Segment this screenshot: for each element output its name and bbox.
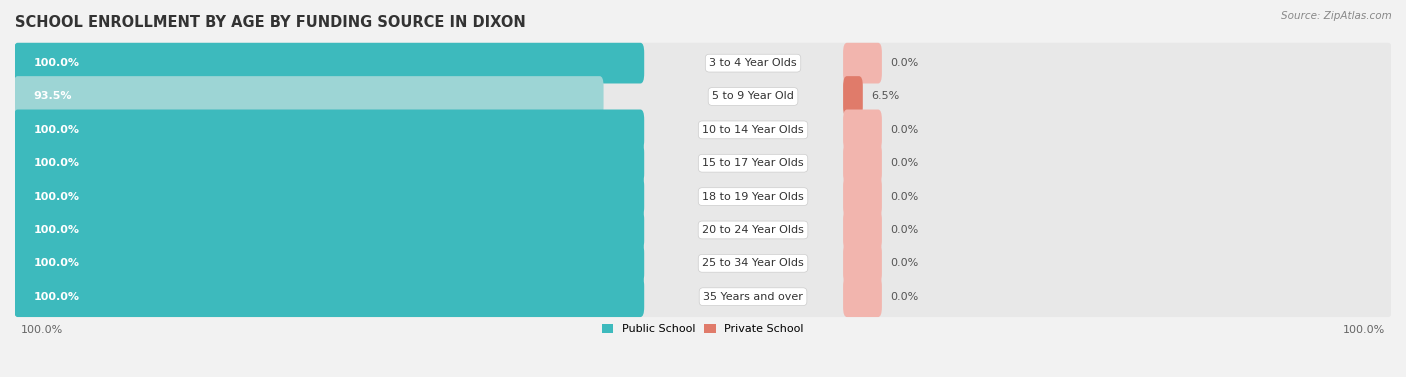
- FancyBboxPatch shape: [14, 143, 644, 184]
- Text: 20 to 24 Year Olds: 20 to 24 Year Olds: [702, 225, 804, 235]
- Text: 18 to 19 Year Olds: 18 to 19 Year Olds: [702, 192, 804, 202]
- Text: 0.0%: 0.0%: [890, 192, 920, 202]
- FancyBboxPatch shape: [14, 176, 644, 217]
- FancyBboxPatch shape: [14, 76, 1392, 117]
- Text: 10 to 14 Year Olds: 10 to 14 Year Olds: [702, 125, 804, 135]
- FancyBboxPatch shape: [14, 243, 644, 284]
- FancyBboxPatch shape: [14, 176, 1392, 217]
- Text: 100.0%: 100.0%: [34, 158, 80, 168]
- Text: 0.0%: 0.0%: [890, 58, 920, 68]
- Text: 100.0%: 100.0%: [34, 192, 80, 202]
- Text: 0.0%: 0.0%: [890, 225, 920, 235]
- Text: 100.0%: 100.0%: [34, 225, 80, 235]
- FancyBboxPatch shape: [844, 143, 882, 184]
- FancyBboxPatch shape: [844, 276, 882, 317]
- Text: 35 Years and over: 35 Years and over: [703, 292, 803, 302]
- FancyBboxPatch shape: [14, 276, 1392, 317]
- FancyBboxPatch shape: [844, 176, 882, 217]
- FancyBboxPatch shape: [14, 276, 644, 317]
- FancyBboxPatch shape: [844, 76, 863, 117]
- Text: 0.0%: 0.0%: [890, 125, 920, 135]
- FancyBboxPatch shape: [844, 43, 882, 83]
- Text: 100.0%: 100.0%: [1343, 325, 1385, 335]
- FancyBboxPatch shape: [14, 143, 1392, 184]
- Text: 100.0%: 100.0%: [34, 258, 80, 268]
- FancyBboxPatch shape: [14, 109, 1392, 150]
- Text: 3 to 4 Year Olds: 3 to 4 Year Olds: [709, 58, 797, 68]
- Text: 6.5%: 6.5%: [872, 92, 900, 101]
- FancyBboxPatch shape: [844, 210, 882, 250]
- FancyBboxPatch shape: [14, 43, 644, 83]
- Text: Source: ZipAtlas.com: Source: ZipAtlas.com: [1281, 11, 1392, 21]
- Text: 100.0%: 100.0%: [34, 292, 80, 302]
- FancyBboxPatch shape: [14, 210, 1392, 250]
- Text: 5 to 9 Year Old: 5 to 9 Year Old: [711, 92, 794, 101]
- FancyBboxPatch shape: [14, 109, 644, 150]
- Text: 93.5%: 93.5%: [34, 92, 72, 101]
- FancyBboxPatch shape: [14, 210, 644, 250]
- Legend: Public School, Private School: Public School, Private School: [598, 320, 808, 339]
- Text: 100.0%: 100.0%: [34, 58, 80, 68]
- FancyBboxPatch shape: [14, 43, 1392, 83]
- FancyBboxPatch shape: [844, 109, 882, 150]
- Text: 0.0%: 0.0%: [890, 292, 920, 302]
- Text: 25 to 34 Year Olds: 25 to 34 Year Olds: [702, 258, 804, 268]
- Text: 100.0%: 100.0%: [34, 125, 80, 135]
- Text: SCHOOL ENROLLMENT BY AGE BY FUNDING SOURCE IN DIXON: SCHOOL ENROLLMENT BY AGE BY FUNDING SOUR…: [15, 15, 526, 30]
- Text: 0.0%: 0.0%: [890, 158, 920, 168]
- Text: 15 to 17 Year Olds: 15 to 17 Year Olds: [702, 158, 804, 168]
- FancyBboxPatch shape: [844, 243, 882, 284]
- FancyBboxPatch shape: [14, 243, 1392, 284]
- Text: 0.0%: 0.0%: [890, 258, 920, 268]
- FancyBboxPatch shape: [14, 76, 603, 117]
- Text: 100.0%: 100.0%: [21, 325, 63, 335]
